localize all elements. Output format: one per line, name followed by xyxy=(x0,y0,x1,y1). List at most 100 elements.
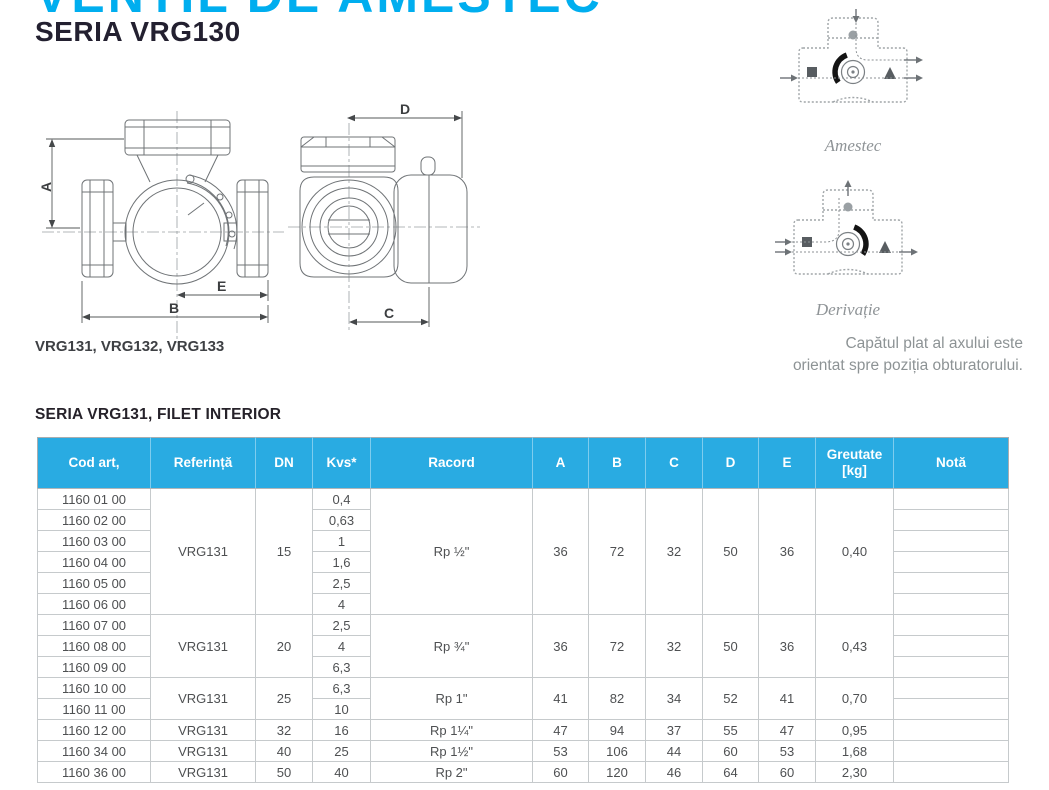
cell-c: 46 xyxy=(645,761,703,783)
dim-label-e: E xyxy=(217,278,226,294)
table-row: 1160 03 00 1 xyxy=(37,530,1009,552)
cell-a: 47 xyxy=(532,719,589,741)
greutate-label-line2: [kg] xyxy=(842,463,867,478)
shaft-note-line2: orientat spre poziția obturatorului. xyxy=(792,357,1023,374)
plug-position-arc xyxy=(853,224,869,256)
table-row: 1160 34 00 VRG131 40 25 Rp 1½" 53 106 44… xyxy=(37,740,1009,762)
cell-racord: Rp ¾" xyxy=(370,614,533,678)
flow-arrow-out-icon xyxy=(911,248,918,256)
table-row: 1160 07 00 VRG131 20 2,5 Rp ¾" 36 72 32 … xyxy=(37,614,1009,678)
cell-c: 32 xyxy=(645,488,703,615)
cell-referinta: VRG131 xyxy=(150,740,256,762)
cell-nota xyxy=(893,740,1009,762)
cell-c: 37 xyxy=(645,719,703,741)
cell-dn: 15 xyxy=(255,488,313,615)
cell-b: 106 xyxy=(588,740,646,762)
cell-cod-art: 1160 04 00 xyxy=(37,551,151,573)
cell-nota xyxy=(893,572,1009,594)
drawing-caption: VRG131, VRG132, VRG133 xyxy=(35,338,225,355)
table-row: 1160 05 00 2,5 xyxy=(37,572,1009,594)
cell-cod-art: 1160 03 00 xyxy=(37,530,151,552)
cell-dn: 20 xyxy=(255,614,313,678)
cell-greutate: 0,40 xyxy=(815,488,894,615)
cell-a: 36 xyxy=(532,614,589,678)
cell-nota xyxy=(893,551,1009,573)
cell-kvs: 40 xyxy=(312,761,371,783)
cell-kvs: 4 xyxy=(312,635,371,657)
cell-nota xyxy=(893,677,1009,699)
valve-front-view-drawing: A E B xyxy=(38,111,284,343)
cell-dn: 25 xyxy=(255,677,313,720)
valve-side-view-drawing: D C xyxy=(288,101,480,333)
cell-nota xyxy=(893,698,1009,720)
flow-arrow-in-icon xyxy=(785,248,792,256)
column-header-cod-art: Cod art, xyxy=(37,437,151,489)
column-header-dn: DN xyxy=(255,437,313,489)
cell-referinta: VRG131 xyxy=(150,677,256,720)
cell-d: 50 xyxy=(702,488,759,615)
column-header-b: B xyxy=(588,437,646,489)
cell-b: 72 xyxy=(588,614,646,678)
cell-cod-art: 1160 07 00 xyxy=(37,614,151,636)
cell-d: 50 xyxy=(702,614,759,678)
seat-square-marker xyxy=(807,67,817,77)
cell-kvs: 1 xyxy=(312,530,371,552)
cell-kvs: 6,3 xyxy=(312,677,371,699)
cell-greutate: 2,30 xyxy=(815,761,894,783)
cell-nota xyxy=(893,656,1009,678)
dim-label-a: A xyxy=(38,182,54,192)
cell-cod-art: 1160 05 00 xyxy=(37,572,151,594)
cell-cod-art: 1160 11 00 xyxy=(37,698,151,720)
cell-kvs: 16 xyxy=(312,719,371,741)
table-row: 1160 09 00 6,3 xyxy=(37,656,1009,678)
column-header-nota: Notă xyxy=(893,437,1009,489)
cell-d: 55 xyxy=(702,719,759,741)
cell-nota xyxy=(893,761,1009,783)
cell-cod-art: 1160 34 00 xyxy=(37,740,151,762)
shaft-note: Capătul plat al axului este orientat spr… xyxy=(723,333,1023,377)
cell-dn: 40 xyxy=(255,740,313,762)
cell-a: 60 xyxy=(532,761,589,783)
cell-nota xyxy=(893,509,1009,531)
cell-d: 64 xyxy=(702,761,759,783)
cell-dn: 50 xyxy=(255,761,313,783)
cell-a: 36 xyxy=(532,488,589,615)
cell-e: 53 xyxy=(758,740,816,762)
diversion-diagram-label: Derivație xyxy=(815,300,881,319)
cell-kvs: 25 xyxy=(312,740,371,762)
cell-referinta: VRG131 xyxy=(150,488,256,615)
cell-cod-art: 1160 10 00 xyxy=(37,677,151,699)
table-row: 1160 11 00 10 xyxy=(37,698,1009,720)
dim-label-c: C xyxy=(384,305,394,321)
table-row: 1160 02 00 0,63 xyxy=(37,509,1009,531)
column-header-kvs: Kvs* xyxy=(312,437,371,489)
column-header-d: D xyxy=(702,437,759,489)
dim-label-d: D xyxy=(400,101,410,117)
cell-racord: Rp 1" xyxy=(370,677,533,720)
cell-nota xyxy=(893,614,1009,636)
mixing-diagram xyxy=(780,9,923,103)
column-header-greutate: Greutate [kg] xyxy=(815,437,894,489)
cell-kvs: 6,3 xyxy=(312,656,371,678)
cell-cod-art: 1160 01 00 xyxy=(37,488,151,510)
table-row: 1160 06 00 4 xyxy=(37,593,1009,615)
table-row: 1160 08 00 4 xyxy=(37,635,1009,657)
flow-arrow-in-icon xyxy=(791,74,798,82)
cell-d: 60 xyxy=(702,740,759,762)
cell-kvs: 2,5 xyxy=(312,614,371,636)
table-row: 1160 36 00 VRG131 50 40 Rp 2" 60 120 46 … xyxy=(37,761,1009,783)
seat-square-marker xyxy=(802,237,812,247)
cell-dn: 32 xyxy=(255,719,313,741)
cell-d: 52 xyxy=(702,677,759,720)
cell-kvs: 0,4 xyxy=(312,488,371,510)
cell-b: 94 xyxy=(588,719,646,741)
spec-table: Cod art, Referință DN Kvs* Racord A B C … xyxy=(37,437,1009,783)
cell-nota xyxy=(893,719,1009,741)
cell-referinta: VRG131 xyxy=(150,761,256,783)
greutate-label-line1: Greutate xyxy=(826,447,883,463)
column-header-c: C xyxy=(645,437,703,489)
cell-e: 36 xyxy=(758,614,816,678)
dim-label-b: B xyxy=(169,300,179,316)
cell-b: 72 xyxy=(588,488,646,615)
cell-greutate: 0,43 xyxy=(815,614,894,678)
